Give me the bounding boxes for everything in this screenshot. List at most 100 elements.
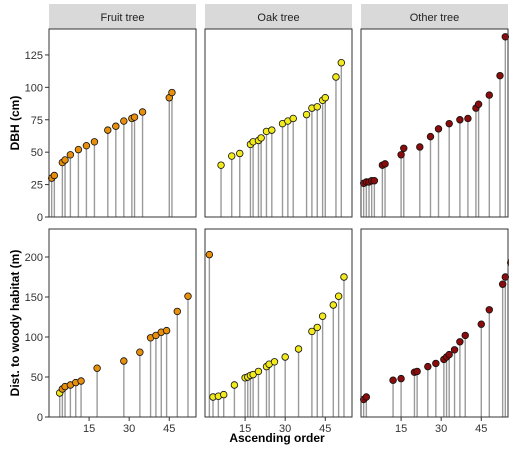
data-point xyxy=(416,143,424,151)
x-tick-label: 15 xyxy=(83,423,95,435)
panel-border xyxy=(360,228,509,418)
data-point xyxy=(329,301,337,309)
data-point xyxy=(474,100,483,108)
x-tick-label: 45 xyxy=(475,423,487,435)
data-point xyxy=(496,71,504,80)
data-point xyxy=(120,357,128,365)
panel-border xyxy=(48,228,197,418)
y-axis-label: Dist. to woody habitat (m) xyxy=(8,250,22,397)
y-tick-label: 150 xyxy=(25,292,43,304)
x-tick-label: 30 xyxy=(123,423,135,435)
facet-panels xyxy=(47,28,509,418)
y-tick-label: 100 xyxy=(25,332,43,344)
data-point xyxy=(362,393,371,401)
x-tick-label: 45 xyxy=(319,423,331,435)
data-point xyxy=(313,103,321,111)
x-tick-label: 15 xyxy=(395,423,407,435)
data-point xyxy=(205,250,214,259)
data-point xyxy=(313,323,321,332)
data-point xyxy=(294,345,303,353)
data-point xyxy=(77,377,85,385)
data-point xyxy=(426,132,435,141)
facet-strip-background xyxy=(49,4,196,29)
data-point xyxy=(434,125,443,133)
panel-fruit-tree-row-2 xyxy=(48,228,214,418)
data-point xyxy=(432,359,440,368)
data-point xyxy=(477,320,485,328)
y-tick-label: 50 xyxy=(31,147,43,159)
facet-strip-oak-tree: Oak tree xyxy=(205,4,352,29)
y-axis-label: DBH (cm) xyxy=(8,96,22,151)
panel-border xyxy=(48,28,197,218)
data-point xyxy=(249,370,257,379)
data-point xyxy=(461,331,469,340)
data-point xyxy=(93,364,101,372)
data-point xyxy=(456,338,464,346)
data-point xyxy=(217,161,225,169)
data-point xyxy=(268,126,276,134)
data-point xyxy=(50,171,59,180)
data-point xyxy=(220,390,228,399)
x-axis-label: Ascending order xyxy=(229,431,325,445)
data-point xyxy=(230,381,239,389)
data-point xyxy=(281,353,289,361)
data-point xyxy=(289,114,297,123)
panel-border xyxy=(204,228,353,418)
data-point xyxy=(82,141,91,150)
x-tick-label: 30 xyxy=(435,423,447,435)
data-point xyxy=(61,156,69,164)
facet-strip-other-tree: Other tree xyxy=(361,4,508,29)
data-point xyxy=(254,367,263,376)
x-tick-label: 45 xyxy=(163,423,175,435)
data-point xyxy=(152,331,160,340)
data-point xyxy=(424,362,432,371)
y-tick-label: 50 xyxy=(31,372,43,384)
data-point xyxy=(445,119,453,128)
y-tick-label: 0 xyxy=(37,412,43,424)
data-point xyxy=(397,374,405,383)
data-point xyxy=(112,122,120,130)
data-point xyxy=(340,273,348,281)
panel-other-tree-row-1 xyxy=(359,28,509,218)
data-point xyxy=(308,327,316,336)
data-point xyxy=(136,348,144,356)
data-point xyxy=(334,292,343,300)
y-tick-label: 75 xyxy=(31,115,43,127)
data-point xyxy=(485,306,493,314)
data-point xyxy=(413,367,421,376)
x-tick-label: 30 xyxy=(279,423,291,435)
panel-oak-tree-row-1 xyxy=(204,28,353,218)
panel-fruit-tree-row-1 xyxy=(47,28,197,218)
data-point xyxy=(370,176,379,185)
y-axis-row-1: 0 25 50 75 100 125 DBH (cm) xyxy=(8,50,49,224)
data-point xyxy=(456,116,464,124)
y-tick-label: 100 xyxy=(25,82,43,94)
y-tick-label: 25 xyxy=(31,180,43,192)
data-point xyxy=(321,94,329,102)
facet-strip-label: Other tree xyxy=(410,12,460,24)
data-point xyxy=(464,114,472,123)
data-point xyxy=(74,145,83,154)
data-point xyxy=(302,110,311,119)
x-axis: 15 30 45 15 30 45 15 30 45 xyxy=(83,417,487,435)
data-point xyxy=(168,88,176,97)
data-point xyxy=(257,134,265,142)
data-point xyxy=(173,307,181,316)
data-point xyxy=(498,280,507,288)
data-point xyxy=(138,108,147,116)
facet-strip-label: Oak tree xyxy=(257,12,299,24)
data-point xyxy=(120,117,128,125)
data-point xyxy=(397,151,405,159)
x-tick-label: 15 xyxy=(239,423,251,435)
data-point xyxy=(332,73,340,81)
data-point xyxy=(90,138,99,146)
y-tick-label: 0 xyxy=(37,212,43,224)
data-point xyxy=(104,126,112,134)
data-point xyxy=(184,292,192,300)
data-point xyxy=(228,152,236,160)
data-point xyxy=(236,149,244,158)
data-point xyxy=(130,113,139,121)
